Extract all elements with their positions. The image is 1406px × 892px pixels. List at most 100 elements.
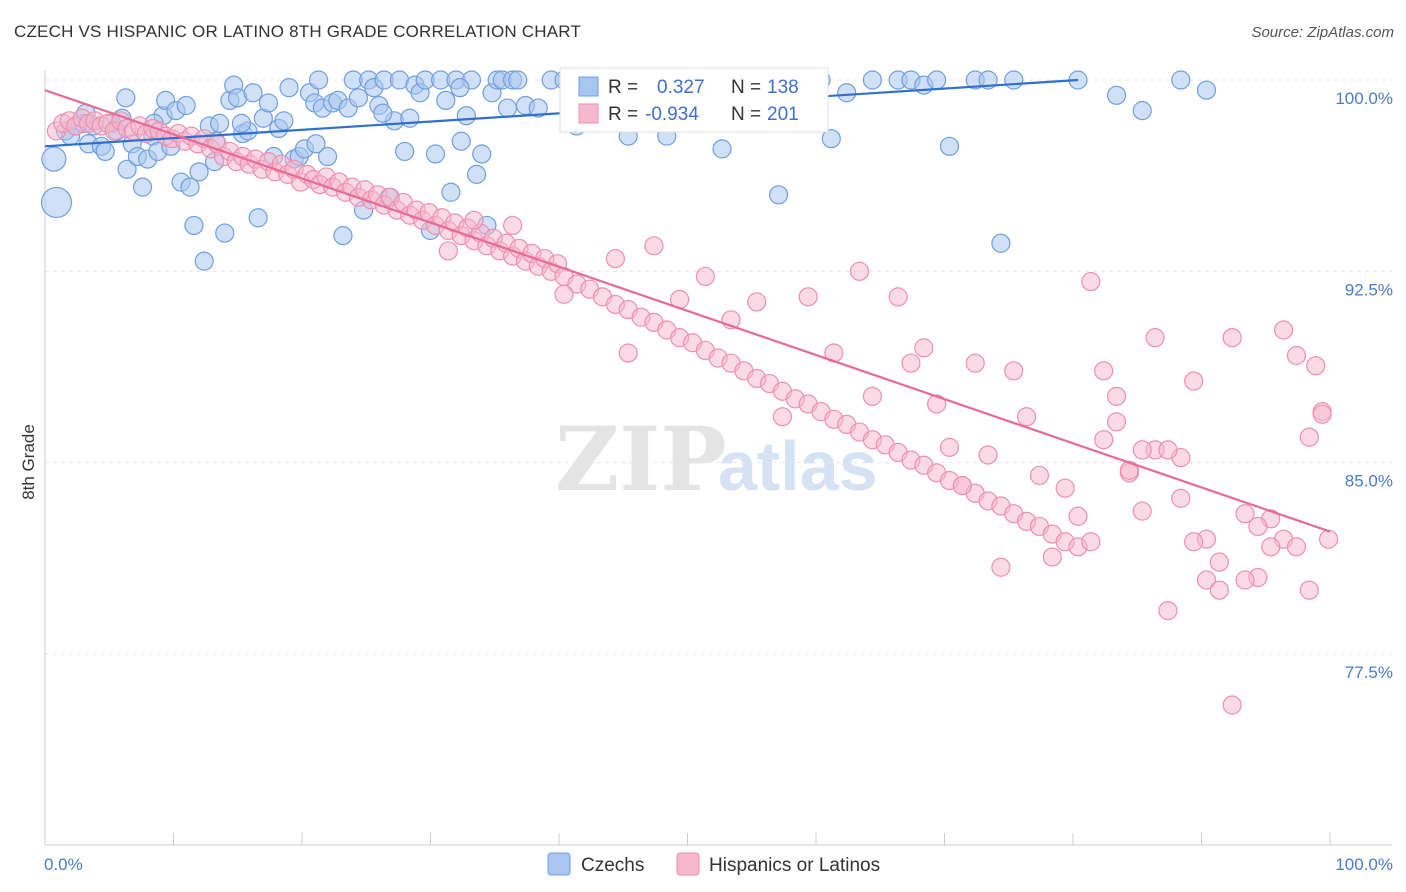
czech-point [132,177,153,197]
hispanic-point [695,266,715,287]
czech-point [210,113,230,133]
hispanic-point [1222,695,1242,715]
hispanic-point [1055,478,1075,498]
czech-point [451,131,471,151]
hispanic-trend-line [44,89,1331,533]
hispanic-point [1081,271,1101,292]
hisp-n-label: N = [731,104,761,125]
czech-r-value: 0.327 [657,77,705,98]
hispanic-point [1094,361,1114,381]
tick-labels: 77.5% 85.0% 92.5% 100.0% 0.0% 100.0% [44,89,1393,874]
czech-point [308,70,329,90]
hispanic-point [1042,547,1062,567]
czech-point [425,144,446,164]
source-label: Source: ZipAtlas.com [1251,24,1394,41]
hispanic-point [1068,506,1088,526]
hispanic-point [1306,356,1326,376]
hispanic-point [965,353,985,373]
czech-point [497,98,518,118]
czech-point [1004,70,1024,90]
hispanic-point [978,445,998,465]
hispanic-point [939,437,960,457]
hispanic-point [1286,537,1307,557]
czech-point [189,162,209,182]
czech-point [215,223,235,243]
czech-point [306,134,326,154]
stats-legend: R = 0.327 N = 138 R = -0.934 N = 201 [559,67,829,133]
czech-point [821,129,841,149]
czech-point [373,103,393,123]
hispanic-point [1016,407,1037,427]
czech-point [991,233,1011,253]
hispanic-point [901,353,921,373]
czech-point [1132,101,1152,121]
hispanic-point [1145,328,1165,348]
czech-r-label: R = [608,77,638,98]
hispanic-point [1171,488,1191,508]
czech-legend-swatch [578,76,599,97]
hispanic-point [464,210,484,230]
czech-point [450,78,470,98]
hispanic-point [747,292,767,312]
czech-point [1171,70,1191,90]
czech-point [1196,80,1217,100]
hispanic-point [1196,570,1217,590]
czech-point [939,136,960,156]
hispanic-point [1273,320,1294,340]
czech-point [248,208,268,228]
czech-point [837,83,857,103]
czech-point [117,159,137,179]
czech-point [176,95,196,116]
czech-n-label: N = [731,77,761,98]
series-legend: Czechs Hispanics or Latinos [547,852,880,876]
czech-point [95,141,115,162]
czech-point [927,70,947,90]
czech-point [712,139,732,159]
czech-point [862,70,883,90]
czech-point [180,177,200,197]
hispanic-point [1286,345,1307,366]
hispanic-point [1299,427,1319,447]
hispanic-point [618,343,638,363]
czech-point [317,146,338,167]
czech-point [768,185,789,205]
hispanic-point [644,236,664,256]
czech-point [231,113,252,133]
czech-point [116,88,136,108]
hispanics-legend-label: Hispanics or Latinos [709,855,880,876]
hispanic-point [1004,361,1024,381]
hispanic-point [1299,580,1319,600]
hispanic-point [554,284,574,304]
hispanics-legend-swatch [676,852,700,876]
czech-point [274,111,294,131]
czech-point [41,146,67,172]
czech-point [472,144,492,164]
hisp-legend-swatch [578,103,599,124]
hisp-r-value: -0.934 [645,104,699,125]
hispanic-point [862,386,883,406]
hispanic-point [502,215,523,236]
czech-point [395,141,415,162]
hispanic-point [1119,460,1140,480]
hispanic-point [952,476,972,496]
czech-point [508,70,528,90]
czech-n-value: 138 [767,77,799,98]
y-tick-label: 92.5% [1345,280,1393,299]
hispanic-point [1318,529,1339,549]
hispanic-point [1235,504,1255,524]
hispanic-point [438,241,458,261]
czech-point [441,182,461,202]
hispanic-point [1248,516,1268,537]
czech-point [348,88,368,108]
czech-point [333,226,353,246]
y-tick-label: 100.0% [1335,89,1393,108]
hispanic-point [927,394,947,414]
czech-point [400,108,420,128]
hispanic-point [1222,328,1242,348]
watermark-atlas: atlas [718,427,878,505]
hispanic-point [1094,430,1114,450]
y-axis-label: 8th Grade [19,424,38,500]
czech-point [467,164,487,184]
hispanic-point [1158,440,1178,460]
